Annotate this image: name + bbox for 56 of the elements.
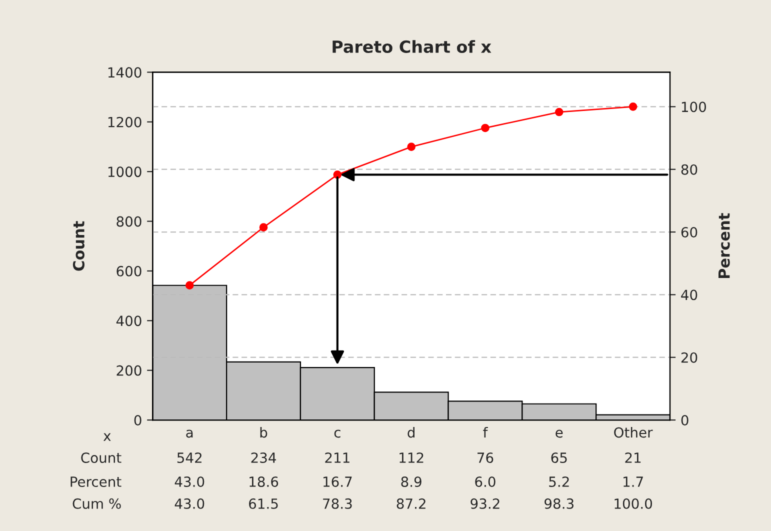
data-label: 76	[478, 452, 494, 464]
point	[185, 281, 194, 290]
y2-axis-title: Percent	[718, 213, 730, 278]
y2-tick-label: 100	[682, 102, 706, 112]
y-tick-label: 600	[116, 266, 142, 276]
data-label: 100.0	[614, 498, 652, 509]
text: 5.2	[549, 476, 569, 488]
data-label: 234	[251, 452, 276, 464]
data-label: 87.2	[396, 498, 426, 509]
text: 16.7	[323, 476, 352, 488]
point	[407, 142, 416, 151]
x-axis-title: x	[103, 433, 111, 441]
text: 18.6	[250, 476, 278, 488]
y2-tick-label: 60	[681, 226, 698, 238]
y-tick-label: 800	[116, 216, 142, 227]
data-label: 93.2	[470, 498, 500, 509]
chart-title: Pareto Chart of x	[332, 40, 492, 54]
x-tick-label: Other	[614, 426, 653, 438]
text: Count	[81, 452, 122, 464]
text: 8.9	[401, 476, 422, 488]
x-tick-label: d	[408, 426, 414, 438]
y-axis-title: Count	[72, 221, 84, 271]
text: 6.0	[475, 476, 496, 488]
y2-tick-label: 80	[681, 164, 698, 175]
data-label: 21	[625, 452, 641, 463]
data-label: 78.3	[323, 498, 352, 509]
y-tick-label: 0	[134, 414, 142, 426]
x-tick-label: f	[483, 426, 488, 438]
data-label: 112	[400, 452, 424, 463]
data-label: 211	[325, 452, 350, 463]
text: Cum %	[72, 498, 121, 509]
y-tick-label: 200	[116, 365, 142, 376]
data-label: 43.0	[174, 498, 204, 509]
y2-tick-label: 40	[681, 290, 698, 300]
data-label: 98.3	[544, 498, 574, 509]
text: 1.7	[624, 476, 643, 487]
point	[554, 108, 564, 116]
y2-tick-label: 0	[681, 414, 688, 426]
x-tick-label: e	[556, 430, 563, 438]
x-tick-label: c	[334, 430, 340, 438]
data-label: 65	[551, 452, 567, 464]
y-tick-label: 1200	[108, 116, 142, 128]
text: 43.0	[174, 476, 204, 488]
y-tick-label: 1000	[108, 166, 142, 178]
data-label: 61.5	[249, 498, 278, 509]
point	[259, 223, 268, 232]
x-tick-label: a	[186, 430, 193, 438]
point	[628, 102, 638, 111]
y-tick-label: 400	[116, 316, 142, 326]
data-label: 542	[177, 452, 202, 464]
point	[481, 124, 490, 132]
y2-tick-label: 20	[681, 352, 698, 363]
x-tick-label: b	[260, 426, 268, 438]
y-tick-label: 1400	[108, 67, 142, 78]
text: Percent	[70, 476, 122, 488]
point	[333, 170, 342, 179]
